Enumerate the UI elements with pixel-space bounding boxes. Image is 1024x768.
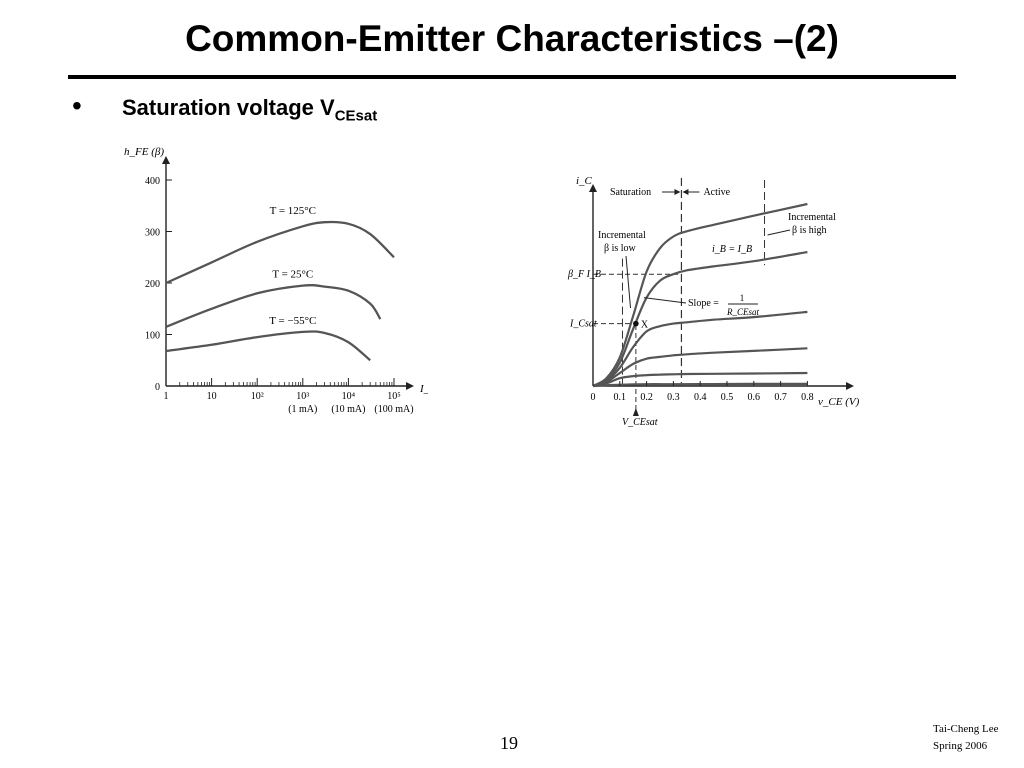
- active-arrowhead: [682, 189, 689, 195]
- slope-denominator: R_CEsat: [726, 307, 760, 317]
- incremental-low-label: β is low: [604, 243, 637, 254]
- guide-lines: [593, 178, 766, 410]
- incremental-low-label: Incremental: [598, 230, 646, 241]
- x-tick-label: 1: [164, 391, 169, 402]
- series-label: T = 125°C: [270, 205, 316, 217]
- series-label: T = 25°C: [272, 269, 313, 281]
- series-lines: [165, 220, 395, 362]
- series-label: T = −55°C: [269, 315, 316, 327]
- y-tick-label: 300: [145, 228, 160, 239]
- tick-labels: 0 100 200 300 400 1 10 10² 10³ 10⁴ 10⁵ (1 mA) (10 mA…: [145, 176, 414, 415]
- x-tick-label: 0.6: [748, 392, 761, 403]
- bullet-dot: •: [72, 90, 82, 121]
- x-axis-arrow: [406, 382, 414, 390]
- slope-label: Slope =: [688, 298, 719, 309]
- x-tick-label: 0.7: [774, 392, 787, 403]
- ib-curve: [592, 371, 808, 388]
- x-tick-label: 0: [591, 392, 596, 403]
- page-number: 19: [500, 733, 518, 753]
- ic-vs-vce-chart: i_C v_CE (V) 0 0.1 0.2 0.3 0.4 0.5 0.6 0.7 0.8 S…: [567, 175, 860, 428]
- y-axis-label: i_C: [576, 175, 593, 187]
- vcesat-arrowhead: [632, 408, 639, 416]
- slope-arrow: [643, 297, 687, 304]
- x-tick-label: 10²: [251, 391, 264, 402]
- series-line: [165, 284, 382, 328]
- title-underline: [68, 75, 956, 79]
- incremental-high-label: Incremental: [788, 212, 836, 223]
- x-tick-label: 0.8: [801, 392, 814, 403]
- hfe-vs-ic-chart: h_FE (β) I_C (μA) 0 100 200 300 400 1 10 10² 10³…: [124, 146, 428, 415]
- x-axis-arrow: [846, 382, 854, 390]
- active-region-label: Active: [703, 187, 730, 198]
- x-axis-label: v_CE (V): [818, 396, 860, 408]
- ib-curve: [592, 251, 808, 388]
- bullet-text-main: Saturation voltage V: [122, 95, 335, 120]
- x-secondary-label: (1 mA): [288, 404, 317, 415]
- saturation-arrowhead: [674, 189, 681, 195]
- incremental-high-label: β is high: [792, 225, 827, 236]
- footer-author: Tai-Cheng Lee: [933, 723, 999, 735]
- x-tick-label: 0.1: [614, 392, 627, 403]
- y-axis-label: h_FE (β): [124, 146, 164, 158]
- bullet-subscript: CEsat: [334, 107, 378, 125]
- series-lines: [592, 202, 808, 388]
- y-axis-arrow: [162, 156, 170, 164]
- ib-curve: [592, 202, 808, 387]
- y-tick-label: 400: [145, 176, 160, 187]
- beta-ib-label: β_F I_B: [567, 269, 601, 280]
- saturation-region-label: Saturation: [610, 187, 651, 198]
- x-tick-label: 0.4: [694, 392, 707, 403]
- icsat-label: I_Csat: [569, 319, 597, 330]
- x-tick-label: 10⁵: [387, 391, 401, 402]
- slope-numerator: 1: [740, 293, 745, 303]
- y-tick-label: 200: [145, 279, 160, 290]
- x-secondary-label: (100 mA): [374, 404, 413, 415]
- operating-point-label: X: [641, 320, 649, 331]
- y-tick-label: 100: [145, 331, 160, 342]
- x-axis-label: I_C (μA): [419, 383, 428, 395]
- bullet-text: Saturation voltage VCEsat: [122, 95, 377, 124]
- x-tick-label: 0.2: [640, 392, 653, 403]
- tick-labels: 0 0.1 0.2 0.3 0.4 0.5 0.6 0.7 0.8: [591, 381, 814, 403]
- x-tick-label: 10³: [296, 391, 309, 402]
- operating-point-marker: [633, 320, 639, 327]
- axes: [162, 156, 414, 390]
- x-tick-label: 10⁴: [342, 391, 356, 402]
- incremental-low-arrow: [625, 255, 632, 309]
- x-secondary-label: (10 mA): [331, 404, 365, 415]
- x-tick-label: 10: [207, 391, 217, 402]
- ib-label: i_B = I_B: [712, 244, 752, 255]
- y-axis-arrow: [589, 184, 597, 192]
- ib-curve: [592, 310, 808, 388]
- annotations: Saturation Active Incremental β is low Incre…: [567, 187, 836, 428]
- x-tick-label: 0.5: [721, 392, 734, 403]
- slide-title: Common-Emitter Characteristics –(2): [185, 18, 839, 59]
- x-tick-label: 0.3: [667, 392, 680, 403]
- series-line: [165, 220, 395, 285]
- series-labels: T = 125°C T = 25°C T = −55°C: [269, 205, 316, 327]
- y-tick-label: 0: [155, 382, 160, 393]
- series-line: [165, 330, 371, 362]
- ib-curve: [592, 347, 808, 388]
- incremental-high-arrow: [767, 229, 791, 236]
- footer-term: Spring 2006: [933, 740, 988, 752]
- vcesat-label: V_CEsat: [622, 417, 658, 428]
